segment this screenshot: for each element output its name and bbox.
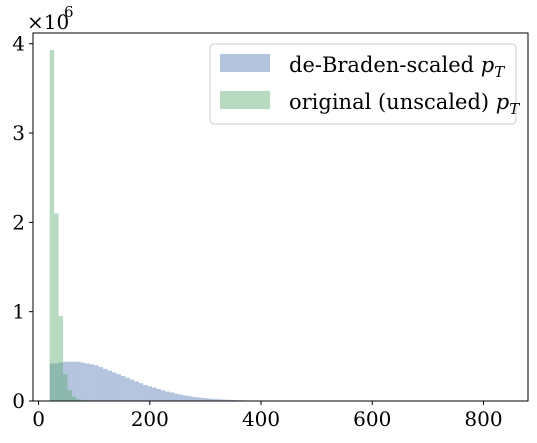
bar-series0-bin31 <box>187 396 193 401</box>
bar-series0-bin39 <box>223 399 228 401</box>
x-tick-label-4: 800 <box>464 407 502 431</box>
bar-series1-bin3 <box>63 374 68 401</box>
bar-series0-bin21 <box>143 384 148 401</box>
bar-series0-bin1 <box>54 363 59 401</box>
bar-series0-bin14 <box>111 372 117 401</box>
axes-layer <box>32 32 529 402</box>
bar-series0-bin30 <box>183 395 188 401</box>
bar-series0-bin29 <box>178 394 184 401</box>
legend-label-original-main: original (unscaled) <box>289 90 496 114</box>
bar-series0-bin10 <box>94 365 99 401</box>
bar-series0-bin24 <box>156 388 161 401</box>
bar-series0-bin32 <box>192 396 197 401</box>
bar-series0-bin15 <box>116 374 121 401</box>
bar-series0-bin27 <box>169 392 175 401</box>
bar-series1-bin5 <box>71 396 77 401</box>
bar-series0-bin22 <box>147 386 153 401</box>
bar-series0-bin19 <box>134 381 139 401</box>
bar-series0-bin26 <box>165 391 170 401</box>
bar-series0-bin6 <box>76 361 81 401</box>
series-0 <box>49 361 317 401</box>
plot-frame <box>32 32 529 402</box>
legend: de-Braden-scaled pT original (unscaled) … <box>209 43 520 125</box>
legend-label-de-braden-sub: T <box>494 63 505 81</box>
legend-label-original-var: p <box>496 90 509 114</box>
legend-label-de-braden: de-Braden-scaled pT <box>289 53 505 81</box>
bar-series0-bin0 <box>49 363 55 401</box>
bar-series1-bin6 <box>76 399 81 401</box>
legend-swatch-de-braden <box>220 54 270 72</box>
y-axis-multiplier: ×10 6 <box>27 3 74 34</box>
y-multiplier-exponent: 6 <box>64 3 74 21</box>
legend-label-original: original (unscaled) pT <box>289 90 520 118</box>
legend-label-de-braden-main: de-Braden-scaled <box>289 53 481 77</box>
bar-series0-bin36 <box>209 398 215 401</box>
y-tick-label-0: 0 <box>12 389 25 413</box>
bar-series0-bin34 <box>200 397 206 401</box>
x-tick-label-1: 200 <box>131 407 169 431</box>
bar-series1-bin2 <box>58 316 64 401</box>
bar-series0-bin17 <box>125 377 130 401</box>
bar-series0-bin3 <box>63 361 68 401</box>
x-tick-label-3: 600 <box>353 407 391 431</box>
bar-series0-bin4 <box>67 361 72 401</box>
legend-label-original-sub: T <box>509 100 520 118</box>
y-tick-label-2: 2 <box>12 210 25 234</box>
y-tick-label-3: 3 <box>12 121 25 145</box>
legend-label-de-braden-var: p <box>481 53 494 77</box>
bar-series0-bin25 <box>160 390 166 401</box>
bar-series1-bin1 <box>54 213 59 401</box>
bars-layer <box>49 49 317 401</box>
bar-series0-bin9 <box>89 364 95 401</box>
legend-swatch-original <box>220 91 270 109</box>
bar-series0-bin7 <box>80 362 86 401</box>
bar-series0-bin37 <box>214 399 219 401</box>
bar-series0-bin5 <box>71 361 77 401</box>
x-tick-label-0: 0 <box>32 407 45 431</box>
bar-series0-bin40 <box>227 399 233 401</box>
bar-series0-bin35 <box>205 398 210 401</box>
bar-series0-bin12 <box>103 368 108 401</box>
legend-frame <box>209 43 517 125</box>
y-tick-label-1: 1 <box>12 300 25 324</box>
ticks-layer: 0 200 400 600 800 0 1 2 3 4 <box>12 32 502 431</box>
bar-series0-bin11 <box>98 367 104 401</box>
bar-series0-bin16 <box>120 375 126 401</box>
bar-series0-bin38 <box>218 399 224 401</box>
bar-series0-bin8 <box>85 363 90 401</box>
bar-series0-bin33 <box>196 397 201 401</box>
x-tick-label-2: 400 <box>242 407 280 431</box>
series-1 <box>49 49 90 401</box>
bar-series0-bin28 <box>174 393 179 401</box>
bar-series0-bin23 <box>152 387 157 401</box>
bar-series0-bin2 <box>58 362 64 401</box>
bar-series1-bin0 <box>49 49 55 401</box>
bar-series0-bin13 <box>107 370 112 401</box>
bar-series1-bin4 <box>67 390 72 401</box>
y-multiplier-base: ×10 <box>27 10 69 34</box>
y-tick-label-4: 4 <box>12 32 25 56</box>
bar-series0-bin18 <box>129 379 135 401</box>
bar-series0-bin20 <box>138 383 144 401</box>
